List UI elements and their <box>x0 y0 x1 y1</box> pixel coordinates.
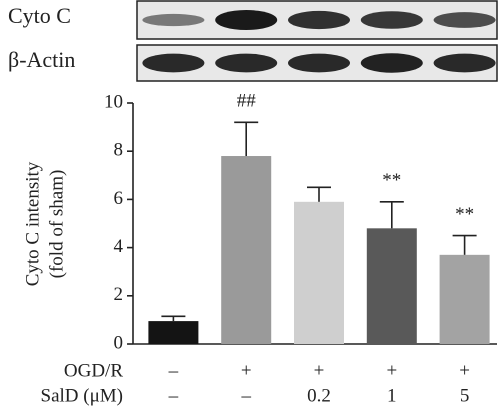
bar <box>294 201 344 344</box>
bar <box>148 321 199 344</box>
y-tick-label: 8 <box>114 140 124 161</box>
significance-label: ** <box>455 204 474 225</box>
y-label-line: (fold of sham) <box>46 170 67 279</box>
y-tick-label: 2 <box>114 284 124 305</box>
condition-value: 1 <box>387 385 397 406</box>
condition-name: OGD/R <box>64 360 123 381</box>
blot-band <box>433 12 496 28</box>
condition-value: – <box>168 385 179 406</box>
y-tick-label: 6 <box>114 188 124 209</box>
condition-value: 5 <box>460 385 470 406</box>
blot-band <box>433 53 496 73</box>
bar <box>221 156 272 344</box>
blot-band <box>215 10 278 30</box>
y-axis-label: Cyto C intensity (fold of sham) <box>22 161 67 286</box>
blot-band <box>142 13 205 27</box>
blot-band <box>288 53 350 73</box>
blot-band <box>360 11 423 29</box>
blot-band <box>215 53 278 73</box>
condition-value: – <box>168 360 179 381</box>
blot-label: Cyto C <box>8 3 71 28</box>
condition-value: + <box>241 360 252 381</box>
bar <box>439 254 490 344</box>
condition-value: + <box>386 360 397 381</box>
y-tick-label: 0 <box>114 332 124 353</box>
condition-value: + <box>314 360 325 381</box>
bar <box>366 228 417 344</box>
condition-value: – <box>240 385 251 406</box>
blot-label: β-Actin <box>8 47 75 72</box>
y-tick-label: 10 <box>104 91 123 112</box>
blot-band <box>288 10 350 30</box>
significance-label: ** <box>382 170 401 191</box>
condition-value: 0.2 <box>307 385 331 406</box>
blot-band <box>142 53 205 73</box>
condition-name: SalD (μM) <box>41 385 124 406</box>
y-tick-label: 4 <box>114 236 124 257</box>
y-label-line: Cyto C intensity <box>22 161 43 286</box>
condition-value: + <box>459 360 470 381</box>
blot-band <box>360 53 423 73</box>
significance-label: ## <box>237 91 257 112</box>
